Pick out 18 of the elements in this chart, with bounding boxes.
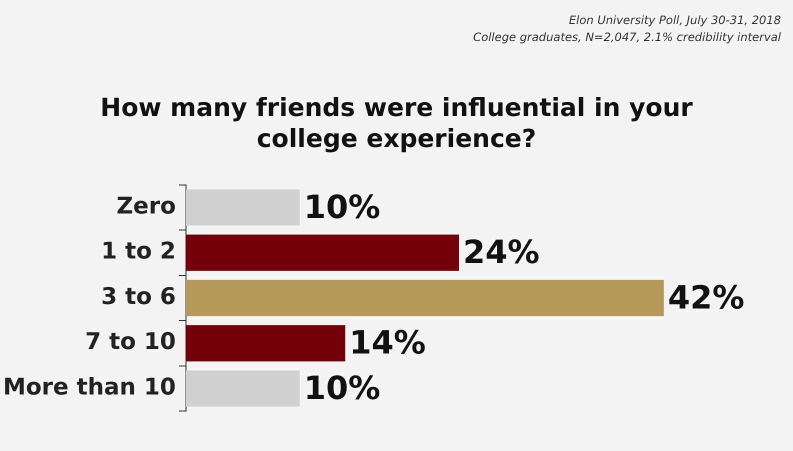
text: College graduates, N=2,047, 2.1% credibility interval <box>473 29 781 46</box>
data-label: 42% <box>668 278 744 316</box>
y-tick-label: 1 to 2 <box>101 238 176 265</box>
y-tick-label: 3 to 6 <box>101 284 176 310</box>
data-label: 10% <box>304 368 380 407</box>
bar <box>186 234 460 271</box>
data-label: 24% <box>463 233 540 272</box>
y-tick-label: Zero <box>116 193 176 220</box>
bar <box>186 370 300 407</box>
text: Elon University Poll, July 30-31, 2018 <box>568 12 781 29</box>
chart-title: How many friends were influential in your college experience? <box>99 92 694 154</box>
y-tick-label: 7 to 10 <box>85 329 176 356</box>
data-label: 14% <box>349 324 426 362</box>
bar <box>186 189 300 226</box>
bar <box>186 280 664 316</box>
data-label: 10% <box>304 188 380 226</box>
bar <box>186 325 346 362</box>
y-tick-label: More than 10 <box>2 374 176 401</box>
